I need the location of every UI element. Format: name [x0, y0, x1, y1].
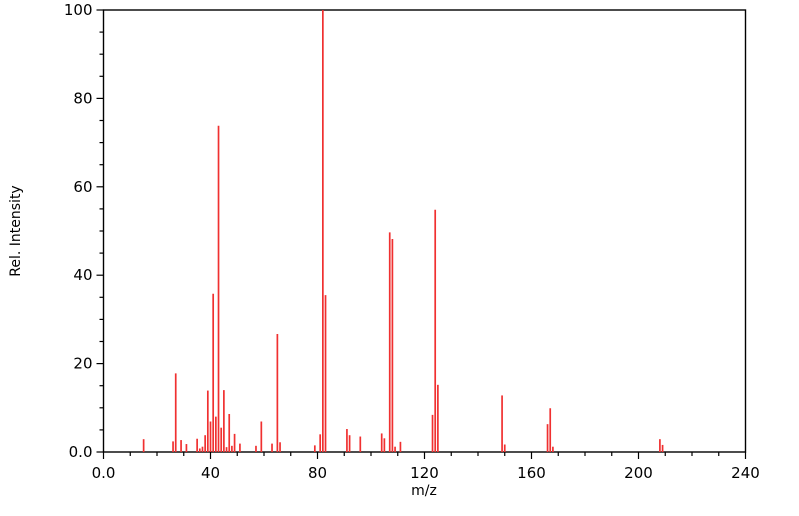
x-tick-label: 40 — [201, 464, 220, 482]
y-axis-title: Rel. Intensity — [8, 185, 24, 276]
x-tick-label: 0.0 — [92, 464, 116, 482]
x-tick-label: 160 — [517, 464, 546, 482]
y-tick-label: 0.0 — [69, 443, 93, 461]
y-tick-label: 80 — [73, 89, 92, 107]
x-axis-title: m/z — [411, 483, 437, 499]
x-tick-label: 120 — [410, 464, 439, 482]
y-tick-label: 60 — [73, 178, 92, 196]
x-tick-label: 80 — [308, 464, 327, 482]
x-tick-label: 240 — [731, 464, 760, 482]
spectrum-peaks — [142, 10, 664, 452]
axis-tick-labels: 0.0 40 80 120 160 200 240 0.0 20 40 60 80 100 — [64, 1, 760, 482]
plot-frame — [102, 9, 747, 453]
plot-border — [102, 9, 747, 453]
axis-ticks — [96, 9, 747, 459]
y-tick-label: 100 — [64, 1, 93, 19]
y-tick-label: 20 — [73, 355, 92, 373]
x-tick-label: 200 — [624, 464, 653, 482]
y-tick-label: 40 — [73, 266, 92, 284]
